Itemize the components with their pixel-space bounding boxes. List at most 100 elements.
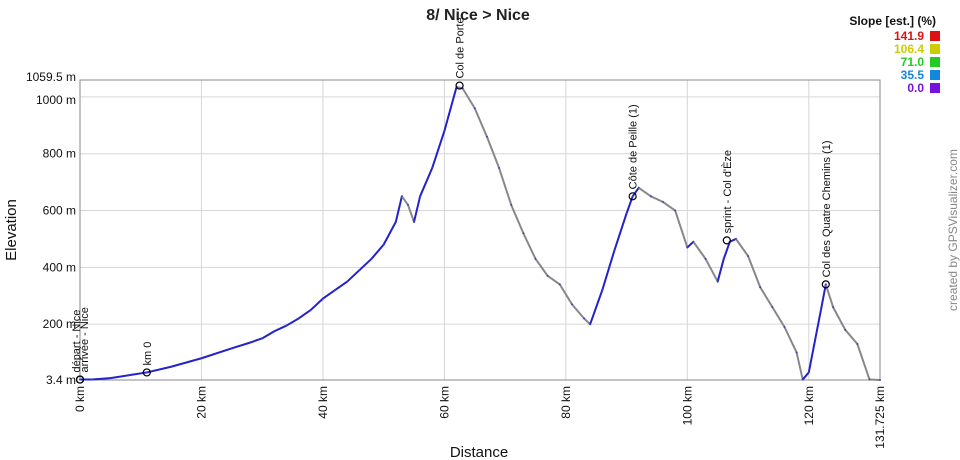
legend-swatch xyxy=(930,57,940,67)
profile-point xyxy=(692,240,695,243)
waypoint-label: Col de Porte xyxy=(455,17,467,78)
profile-segment xyxy=(674,209,689,249)
y-tick-label: 3.4 m xyxy=(46,373,76,387)
profile-segment xyxy=(91,377,112,381)
profile-segment xyxy=(546,274,561,286)
profile-segment xyxy=(498,166,513,206)
waypoint-marker xyxy=(75,375,85,384)
profile-point xyxy=(722,257,725,260)
waypoint-label: Col des Quatre Chemins (1) xyxy=(821,140,833,277)
profile-point xyxy=(704,257,707,260)
profile-point xyxy=(230,347,233,350)
profile-point xyxy=(832,306,834,309)
x-tick-labels: 0 km 20 km 40 km 60 km 80 km 100 km 120 km 131.… xyxy=(73,386,887,449)
profile-point xyxy=(735,238,737,240)
profile-segment xyxy=(801,371,810,381)
profile-segment xyxy=(637,186,652,198)
profile-segment xyxy=(334,280,349,292)
profile-point xyxy=(589,323,592,326)
profile-point xyxy=(613,249,616,252)
profile-point xyxy=(558,283,561,286)
legend-swatch xyxy=(930,83,940,93)
x-tick-label: 0 km xyxy=(73,386,87,412)
profile-point xyxy=(686,246,689,249)
profile-point xyxy=(534,257,537,260)
grid xyxy=(79,79,881,381)
profile-segment xyxy=(807,308,822,374)
profile-point xyxy=(473,107,476,110)
plot-frame xyxy=(79,79,881,381)
profile-segment xyxy=(583,317,592,326)
profile-point xyxy=(200,357,203,360)
waypoint-label: départ - Nice xyxy=(71,310,83,373)
profile-point xyxy=(795,351,798,354)
profile-segment xyxy=(170,357,203,368)
x-tick-label: 131.725 km xyxy=(873,386,887,449)
profile-point xyxy=(824,283,827,286)
profile-segment xyxy=(589,289,604,326)
profile-segment xyxy=(109,374,130,380)
profile-segment xyxy=(534,257,549,277)
profile-segment xyxy=(230,341,252,350)
waypoint-marker xyxy=(628,192,637,201)
profile-point xyxy=(431,167,434,169)
profile-point xyxy=(346,280,349,283)
profile-point xyxy=(127,374,130,377)
profile-point xyxy=(334,289,336,291)
profile-point xyxy=(571,303,573,306)
x-tick-label: 100 km xyxy=(680,386,694,425)
legend-title: Slope [est.] (%) xyxy=(849,14,936,28)
waypoint-label: sprint - Col d'Èze xyxy=(721,150,734,233)
profile-point xyxy=(394,220,397,223)
profile-segment xyxy=(382,220,397,246)
profile-point xyxy=(625,212,628,215)
profile-segment xyxy=(686,240,695,249)
profile-point xyxy=(443,130,446,132)
x-tick-label: 20 km xyxy=(194,386,208,419)
profile-segment xyxy=(734,237,750,257)
waypoint-marker xyxy=(722,236,731,245)
profile-segment xyxy=(601,249,616,292)
x-tick-label: 120 km xyxy=(802,386,816,425)
legend-value: 35.5 xyxy=(901,68,925,82)
profile-segment xyxy=(200,347,233,360)
profile-segment xyxy=(558,283,573,306)
y-tick-label: 200 m xyxy=(43,317,76,331)
profile-segment xyxy=(783,325,798,354)
profile-point xyxy=(674,209,677,212)
profile-point xyxy=(407,203,409,206)
profile-point xyxy=(868,378,871,381)
waypoint-label: km 0 xyxy=(142,342,154,366)
profile-segment xyxy=(358,257,373,272)
profile-point xyxy=(370,257,373,260)
profile-point xyxy=(856,343,859,345)
profile-line-group xyxy=(79,85,881,381)
legend-swatch xyxy=(930,31,940,41)
profile-point xyxy=(273,330,276,333)
profile-segment xyxy=(145,365,173,374)
profile-segment xyxy=(704,257,719,283)
legend-swatch xyxy=(930,44,940,54)
profile-segment xyxy=(431,129,446,169)
profile-segment xyxy=(485,135,501,169)
profile-segment xyxy=(662,201,677,212)
profile-point xyxy=(879,379,881,381)
profile-segment xyxy=(570,303,586,320)
y-axis-label: Elevation xyxy=(3,199,20,261)
profile-segment xyxy=(856,343,871,381)
y-tick-label: 600 m xyxy=(43,204,76,218)
profile-point xyxy=(297,317,300,320)
profile-segment xyxy=(795,351,804,381)
waypoint-marker xyxy=(455,81,464,90)
profile-segment xyxy=(510,203,525,235)
profile-segment xyxy=(722,240,731,260)
credit-text: created by GPSVisualizer.com xyxy=(946,149,960,311)
legend-value: 0.0 xyxy=(907,81,924,95)
profile-point xyxy=(716,280,719,283)
profile-segment xyxy=(728,237,737,243)
profile-segment xyxy=(716,257,725,283)
profile-point xyxy=(145,371,148,374)
profile-segment xyxy=(473,107,488,138)
